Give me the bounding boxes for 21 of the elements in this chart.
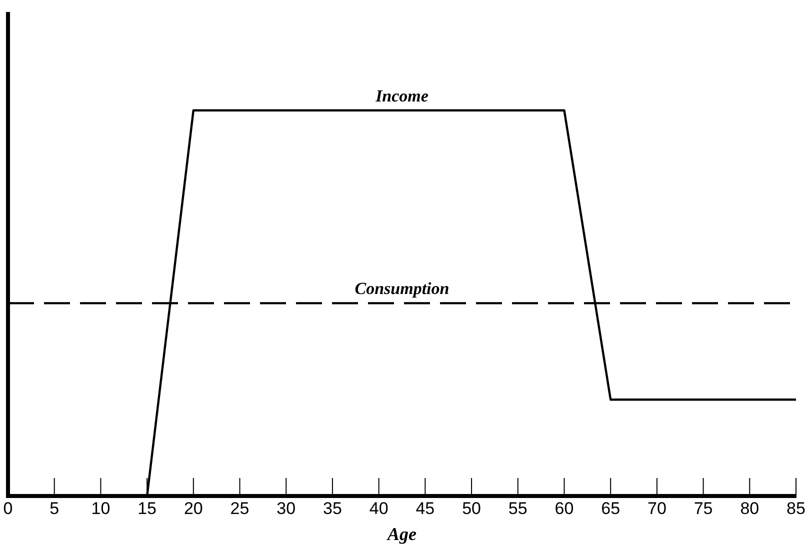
x-tick-label: 40 bbox=[369, 498, 388, 518]
x-tick-label: 85 bbox=[786, 498, 806, 518]
x-tick-label: 55 bbox=[508, 498, 528, 518]
x-tick-label: 20 bbox=[184, 498, 203, 518]
x-tick-label: 65 bbox=[601, 498, 620, 518]
series-label: Income bbox=[374, 86, 429, 106]
x-tick-label: 60 bbox=[554, 498, 574, 518]
x-tick-label: 75 bbox=[694, 498, 713, 518]
series-label: Consumption bbox=[354, 279, 450, 298]
x-tick-label: 35 bbox=[323, 498, 342, 518]
x-axis-title: Age bbox=[386, 524, 417, 544]
x-tick-label: 5 bbox=[50, 498, 60, 518]
x-tick-label: 70 bbox=[647, 498, 666, 518]
x-tick-label: 0 bbox=[3, 498, 13, 518]
x-tick-label: 45 bbox=[416, 498, 435, 518]
x-tick-label: 30 bbox=[276, 498, 296, 518]
x-tick-label: 15 bbox=[138, 498, 157, 518]
x-tick-label: 25 bbox=[230, 498, 250, 518]
x-tick-label: 50 bbox=[462, 498, 481, 518]
x-tick-label: 80 bbox=[740, 498, 760, 518]
x-tick-label: 10 bbox=[91, 498, 110, 518]
